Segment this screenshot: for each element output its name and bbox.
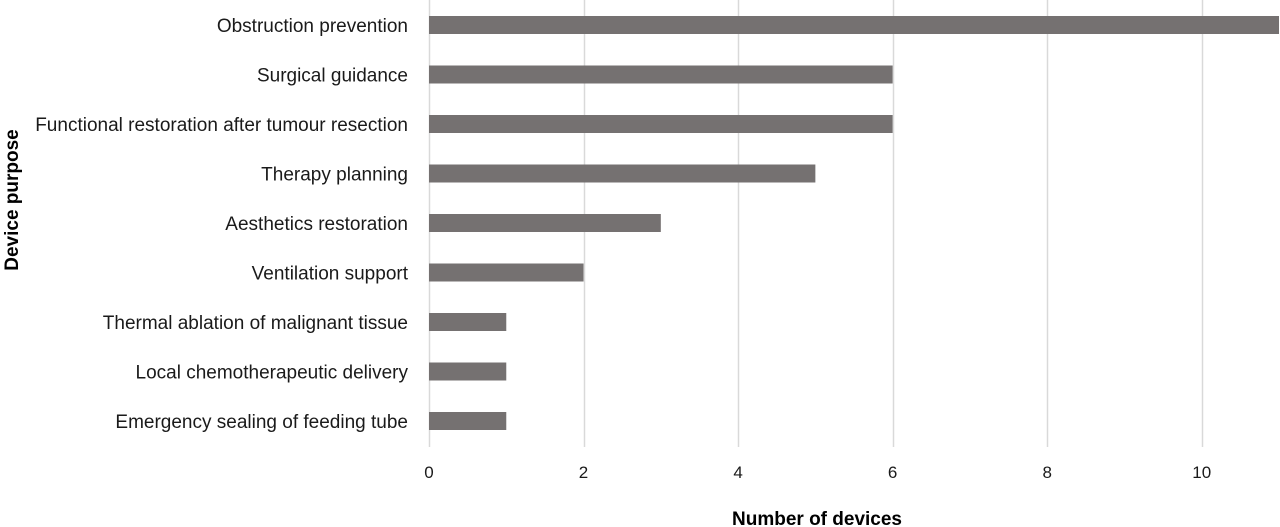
category-label: Thermal ablation of malignant tissue: [103, 313, 408, 334]
category-labels: Obstruction prevention Surgical guidance F…: [35, 16, 409, 433]
x-tick-labels: 0 2 4 6 8 10: [424, 463, 1211, 482]
bar: [429, 263, 584, 282]
category-label: Aesthetics restoration: [225, 214, 408, 235]
bar: [429, 362, 507, 381]
bar: [429, 214, 661, 232]
category-label: Emergency sealing of feeding tube: [115, 412, 408, 433]
x-tick-label: 10: [1192, 463, 1211, 482]
category-label: Surgical guidance: [257, 66, 408, 87]
x-tick-label: 4: [733, 463, 742, 482]
category-label: Local chemotherapeutic delivery: [136, 363, 409, 384]
bar: [429, 313, 507, 331]
bar: [429, 65, 893, 84]
bar: [429, 16, 1279, 34]
category-label: Obstruction prevention: [217, 16, 408, 37]
bars: [429, 16, 1279, 430]
bar: [429, 412, 507, 430]
bar: [429, 115, 893, 133]
x-tick-label: 6: [888, 463, 897, 482]
y-axis-title: Device purpose: [2, 129, 23, 271]
x-tick-label: 2: [579, 463, 588, 482]
category-label: Functional restoration after tumour rese…: [35, 115, 408, 136]
category-label: Ventilation support: [252, 264, 409, 285]
x-axis-title: Number of devices: [732, 509, 902, 527]
bar: [429, 164, 816, 183]
category-label: Therapy planning: [261, 165, 408, 186]
x-tick-label: 0: [424, 463, 433, 482]
x-tick-label: 8: [1042, 463, 1051, 482]
